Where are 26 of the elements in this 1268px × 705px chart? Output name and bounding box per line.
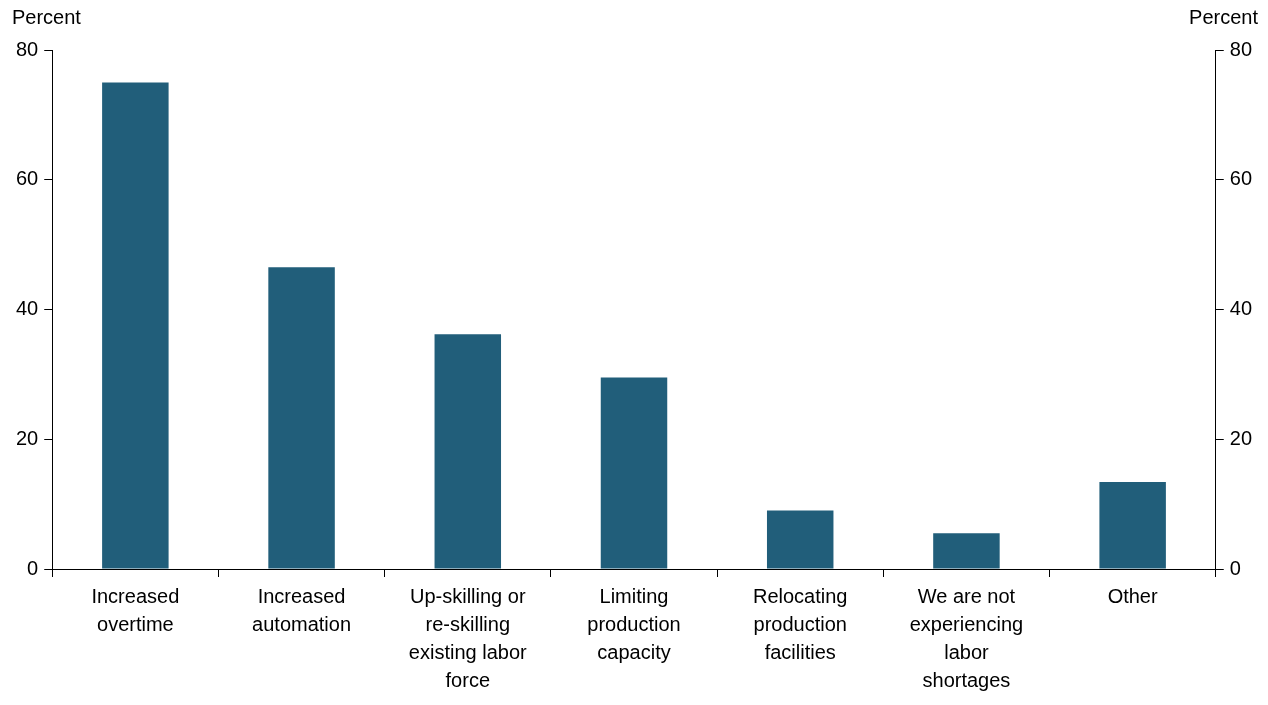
- y-tick-label: 80: [16, 37, 39, 60]
- x-tick-label: Increased overtime: [91, 584, 180, 635]
- y2-tick-label: 0: [1229, 556, 1241, 579]
- bar: [268, 267, 335, 569]
- y2-axis-title: Percent: [1189, 5, 1259, 28]
- x-tick-label: Increased automation: [252, 584, 352, 635]
- y2-tick-label: 80: [1229, 37, 1252, 60]
- y-tick-label: 20: [16, 426, 39, 449]
- x-tick-label: Other: [1107, 584, 1158, 607]
- x-tick-label: We are not experiencing labor shortages: [909, 584, 1024, 691]
- bar: [933, 533, 1000, 569]
- bar: [600, 377, 668, 569]
- y-tick-label: 40: [16, 297, 39, 320]
- x-tick-label: Limiting production capacity: [587, 584, 681, 663]
- bar: [766, 510, 834, 569]
- y-axis-title: Percent: [12, 5, 82, 28]
- y2-tick-label: 40: [1229, 297, 1252, 320]
- bar: [1099, 482, 1166, 569]
- y2-tick-label: 60: [1229, 167, 1252, 190]
- y-tick-label: 60: [16, 167, 39, 190]
- y2-tick-label: 20: [1229, 426, 1252, 449]
- bar: [434, 334, 502, 569]
- bar: [102, 82, 169, 569]
- y-tick-label: 0: [27, 556, 39, 579]
- x-tick-label: Up-skilling or re-skilling existing labor force: [408, 584, 528, 691]
- x-tick-label: Relocating production facilities: [752, 584, 848, 663]
